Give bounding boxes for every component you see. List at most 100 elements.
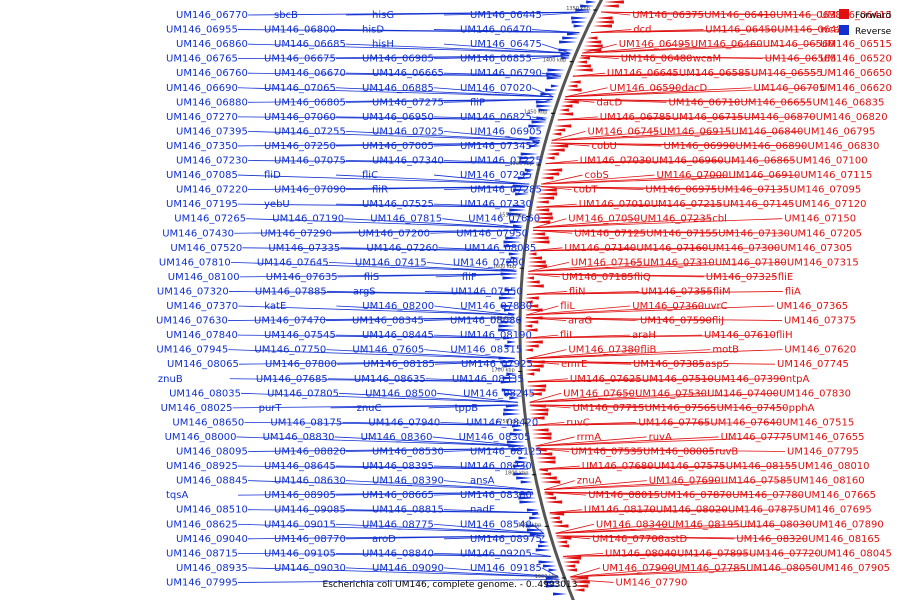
reverse-label-leader bbox=[443, 72, 561, 77]
reverse-gene-label: UM146_07290 bbox=[260, 228, 332, 239]
reverse-gene-arrow bbox=[571, 16, 589, 20]
reverse-label-leader bbox=[241, 392, 518, 403]
forward-gene-label: motB bbox=[712, 345, 739, 356]
reverse-label-leader bbox=[433, 142, 540, 147]
reverse-gene-arrow bbox=[538, 544, 550, 548]
legend-reverse-swatch bbox=[839, 25, 849, 35]
forward-gene-label: UM146_07050 bbox=[568, 214, 640, 225]
reverse-gene-label: UM146_09015 bbox=[264, 519, 336, 530]
reverse-gene-arrow bbox=[509, 208, 527, 212]
forward-gene-label: UM146_08020 bbox=[656, 505, 728, 516]
reverse-gene-label: UM146_06670 bbox=[274, 68, 346, 79]
reverse-gene-arrow bbox=[540, 92, 557, 96]
reverse-gene-label: UM146_07285 bbox=[470, 185, 542, 196]
forward-gene-label: aspS bbox=[705, 359, 729, 370]
reverse-gene-label: UM146_07660 bbox=[468, 214, 540, 225]
forward-gene-label: UM146_07365 bbox=[776, 301, 848, 312]
reverse-gene-arrow bbox=[538, 108, 551, 112]
reverse-gene-label: UM146_08775 bbox=[362, 519, 434, 530]
forward-gene-arrow bbox=[526, 392, 542, 396]
forward-gene-arrow bbox=[526, 384, 547, 388]
forward-gene-label: UM146_07535 bbox=[571, 447, 643, 458]
forward-gene-arrow bbox=[529, 416, 545, 420]
forward-label-leader bbox=[526, 317, 783, 321]
forward-gene-arrow bbox=[538, 472, 551, 476]
forward-gene-label: UM146_07780 bbox=[732, 490, 804, 501]
forward-label-leader bbox=[526, 349, 711, 360]
reverse-gene-arrow bbox=[498, 356, 517, 360]
forward-gene-arrow bbox=[526, 388, 546, 392]
reverse-gene-label: UM146_06955 bbox=[166, 25, 238, 36]
forward-gene-arrow bbox=[557, 112, 574, 116]
reverse-label-leader bbox=[443, 160, 534, 164]
reverse-gene-arrow bbox=[500, 268, 519, 272]
reverse-label-leader bbox=[433, 55, 570, 60]
reverse-label-leader bbox=[424, 291, 515, 295]
reverse-gene-arrow bbox=[517, 176, 533, 180]
forward-gene-arrow bbox=[524, 320, 539, 324]
forward-label-leader bbox=[526, 305, 703, 316]
forward-gene-label: fliB bbox=[640, 345, 656, 356]
reverse-label-leader bbox=[237, 523, 544, 534]
reverse-gene-label: UM146_08420 bbox=[466, 417, 538, 428]
map-caption: Escherichia coli UM146, complete genome.… bbox=[323, 580, 578, 590]
forward-label-leader bbox=[541, 174, 655, 185]
reverse-label-leader bbox=[328, 261, 517, 272]
forward-label-leader bbox=[570, 567, 601, 578]
reverse-gene-label: UM146_07260 bbox=[366, 243, 438, 254]
forward-gene-label: UM146_06890 bbox=[736, 141, 808, 152]
reverse-gene-arrow bbox=[586, 0, 597, 4]
reverse-gene-label: UM146_07230 bbox=[176, 156, 248, 167]
reverse-gene-label: UM146_08230 bbox=[460, 461, 532, 472]
reverse-label-leader bbox=[247, 131, 540, 141]
forward-gene-label: UM146_07665 bbox=[804, 490, 876, 501]
reverse-gene-arrow bbox=[516, 476, 532, 480]
reverse-gene-arrow bbox=[567, 32, 581, 36]
legend: Forward Reverse bbox=[839, 9, 892, 37]
reverse-gene-arrow bbox=[538, 560, 555, 564]
reverse-gene-label: UM146_07350 bbox=[166, 141, 238, 152]
reverse-gene-label: UM146_07020 bbox=[460, 83, 532, 94]
reverse-gene-arrow bbox=[508, 444, 526, 448]
reverse-gene-label: fliC bbox=[362, 170, 378, 181]
forward-gene-label: UM146_06975 bbox=[645, 185, 717, 196]
reverse-gene-label: UM146_07750 bbox=[254, 345, 326, 356]
forward-label-leader bbox=[544, 480, 575, 490]
forward-gene-label: UM146_08195 bbox=[668, 519, 740, 530]
forward-gene-label: UM146_06710 bbox=[669, 97, 741, 108]
forward-gene-arrow bbox=[536, 460, 556, 464]
forward-gene-arrow bbox=[539, 476, 557, 480]
reverse-gene-label: UM146_06790 bbox=[470, 68, 542, 79]
forward-gene-label: UM146_07355 bbox=[641, 286, 713, 297]
reverse-gene-label: UM146_08905 bbox=[264, 490, 336, 501]
reverse-label-leader bbox=[336, 360, 515, 365]
reverse-gene-arrow bbox=[519, 500, 538, 504]
reverse-gene-label: sbcB bbox=[274, 10, 298, 21]
reverse-gene-label: UM146_07945 bbox=[156, 345, 228, 356]
forward-gene-arrow bbox=[543, 492, 554, 496]
reverse-gene-label: UM146_07250 bbox=[264, 141, 336, 152]
forward-gene-label: ruvC bbox=[566, 417, 589, 428]
reverse-gene-arrow bbox=[532, 140, 542, 144]
reverse-gene-arrow bbox=[561, 56, 571, 60]
reverse-gene-label: UM146_08390 bbox=[372, 476, 444, 487]
reverse-label-leader bbox=[443, 448, 525, 452]
forward-gene-label: UM146_07680 bbox=[582, 461, 654, 472]
forward-gene-label: UM146_06645 bbox=[607, 68, 679, 79]
forward-gene-label: emrE bbox=[561, 359, 587, 370]
reverse-gene-label: purT bbox=[259, 403, 283, 414]
reverse-gene-label: UM146_06825 bbox=[460, 112, 532, 123]
reverse-label-leader bbox=[335, 174, 530, 185]
reverse-gene-label: ansA bbox=[470, 476, 495, 487]
forward-gene-arrow bbox=[525, 276, 534, 280]
reverse-gene-label: UM146_09085 bbox=[274, 505, 346, 516]
reverse-gene-arrow bbox=[532, 512, 541, 516]
forward-gene-label: UM146_07120 bbox=[795, 199, 867, 210]
reverse-gene-label: UM146_07635 bbox=[266, 272, 338, 283]
forward-label-leader bbox=[555, 523, 738, 534]
forward-gene-label: znuA bbox=[577, 476, 602, 487]
forward-label-leader bbox=[526, 291, 783, 295]
reverse-label-leader bbox=[335, 465, 528, 470]
